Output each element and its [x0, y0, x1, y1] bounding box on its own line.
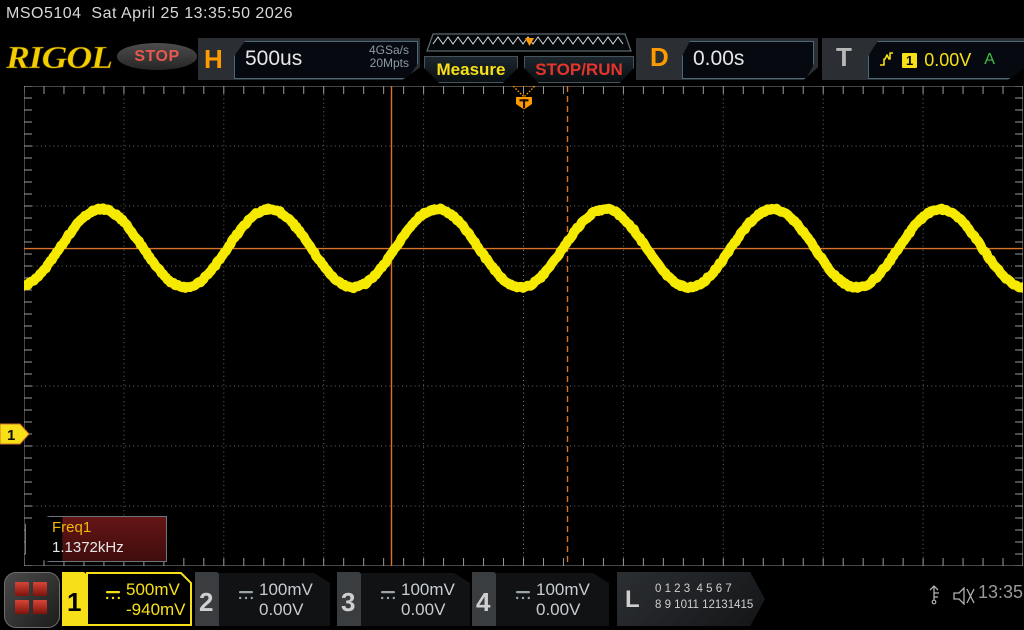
svg-text:-940mV: -940mV — [126, 600, 186, 619]
svg-text:3: 3 — [341, 587, 355, 617]
svg-text:RIGOL: RIGOL — [6, 41, 112, 76]
svg-text:100mV: 100mV — [259, 580, 314, 599]
svg-text:0.00V: 0.00V — [259, 600, 304, 619]
svg-text:1: 1 — [67, 587, 81, 617]
svg-text:4: 4 — [476, 587, 491, 617]
svg-text:100mV: 100mV — [536, 580, 591, 599]
svg-text:100mV: 100mV — [401, 580, 456, 599]
svg-text:1: 1 — [7, 427, 15, 444]
svg-text:0.00V: 0.00V — [536, 600, 581, 619]
svg-text:2: 2 — [199, 587, 213, 617]
svg-text:500mV: 500mV — [126, 580, 181, 599]
svg-text:0.00V: 0.00V — [401, 600, 446, 619]
